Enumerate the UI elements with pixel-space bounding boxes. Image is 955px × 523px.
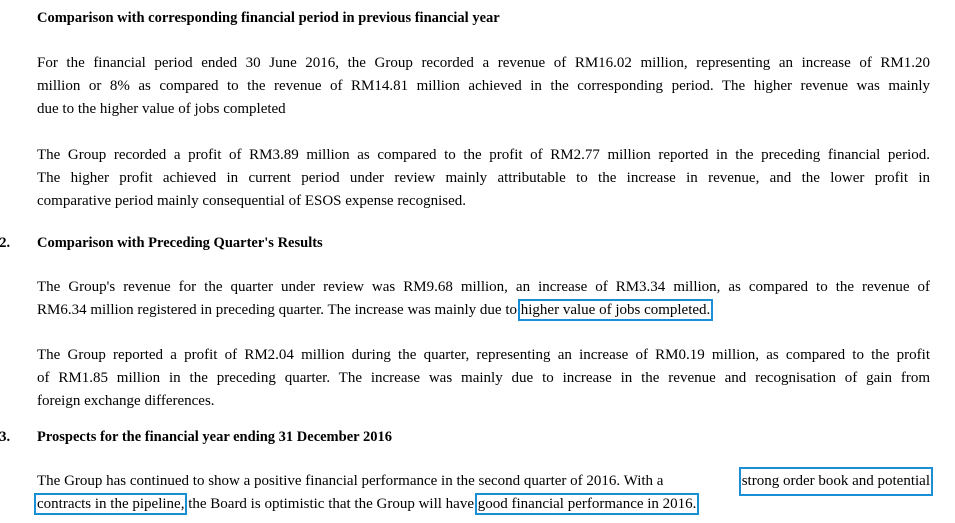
text-line: comparative period mainly consequential … — [37, 193, 467, 209]
paragraph-quarter-revenue: The Group's revenue for the quarter unde… — [37, 276, 930, 322]
section-heading-prospects: Prospects for the financial year ending … — [37, 429, 392, 445]
section-heading-preceding-quarter: Comparison with Preceding Quarter's Resu… — [37, 235, 323, 251]
text-line: The Group has continued to show a positi… — [37, 467, 934, 496]
section-number-33: 33. — [0, 429, 11, 445]
text-line: due to the higher value of jobs complete… — [37, 101, 286, 117]
highlight-box-good-performance: good financial performance in 2016. — [474, 493, 700, 515]
text-line: contracts in the pipeline, the Board is … — [33, 493, 930, 516]
highlight-box-order-book: strong order book and potential — [738, 467, 934, 496]
text-line: of RM1.85 million in the preceding quart… — [37, 370, 930, 386]
highlight-box-jobs-completed: higher value of jobs completed. — [517, 299, 714, 321]
text-line: RM6.34 million registered in preceding q… — [37, 299, 930, 322]
paragraph-prospects: The Group has continued to show a positi… — [33, 467, 934, 516]
text-line: million or 8% as compared to the revenue… — [37, 78, 930, 94]
text-line: The Group recorded a profit of RM3.89 mi… — [37, 147, 930, 163]
section-number-32: 32. — [0, 235, 11, 251]
text-line: foreign exchange differences. — [37, 393, 215, 409]
text-segment: the Board is optimistic that the Group w… — [188, 496, 474, 512]
text-line: The Group reported a profit of RM2.04 mi… — [37, 347, 930, 363]
paragraph-profit-comparison: The Group recorded a profit of RM3.89 mi… — [37, 144, 930, 213]
text-line: The Group's revenue for the quarter unde… — [37, 279, 930, 295]
paragraph-revenue-comparison: For the financial period ended 30 June 2… — [37, 52, 930, 121]
text-line: For the financial period ended 30 June 2… — [37, 55, 930, 71]
highlight-box-pipeline: contracts in the pipeline, — [33, 493, 188, 515]
text-segment: RM6.34 million registered in preceding q… — [37, 302, 518, 318]
section-heading-financial-period: Comparison with corresponding financial … — [37, 10, 500, 26]
paragraph-quarter-profit: The Group reported a profit of RM2.04 mi… — [37, 344, 930, 413]
text-segment: The Group has continued to show a positi… — [37, 473, 664, 489]
text-line: The higher profit achieved in current pe… — [37, 170, 930, 186]
